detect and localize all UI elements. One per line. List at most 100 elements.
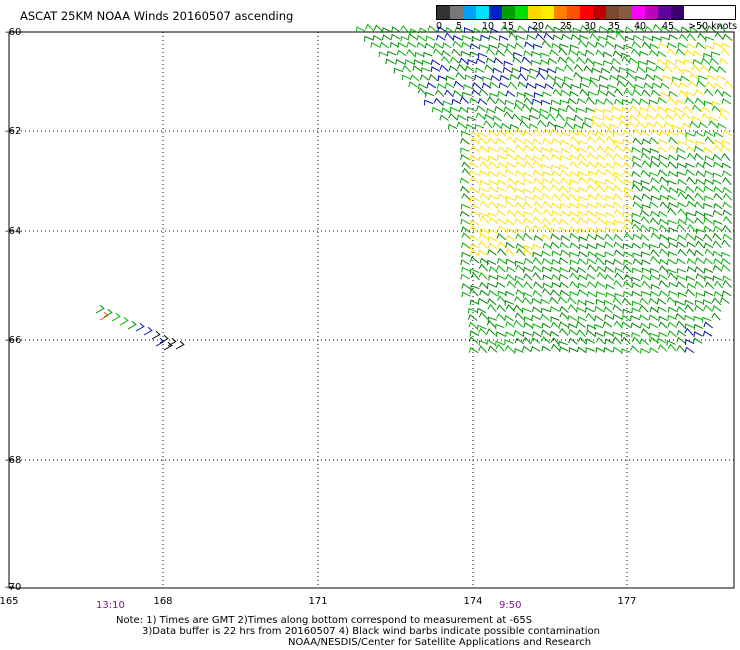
wind-barb	[612, 336, 622, 345]
wind-barb	[658, 280, 669, 288]
wind-barb	[471, 36, 481, 43]
longitude-labels: 165 168 171 174 177	[0, 596, 637, 607]
wind-barb	[478, 212, 489, 218]
wind-barb	[542, 217, 552, 225]
note-line-3: NOAA/NESDIS/Center for Satellite Applica…	[288, 637, 592, 648]
wind-barb	[587, 193, 597, 201]
wind-barb	[500, 122, 511, 130]
wind-barb	[532, 186, 543, 194]
wind-barb	[635, 75, 645, 82]
wind-barb	[631, 183, 641, 192]
wind-barb	[555, 124, 565, 131]
wind-barb	[693, 315, 703, 322]
wind-barb	[576, 56, 586, 65]
wind-barb	[521, 115, 531, 122]
wind-barb	[631, 267, 642, 274]
wind-barb	[653, 120, 664, 129]
wind-barb	[684, 314, 694, 321]
wind-barb	[704, 178, 714, 185]
wind-barb	[569, 44, 580, 51]
wind-barb	[626, 72, 636, 80]
wind-barb	[497, 295, 507, 304]
wind-barb	[551, 193, 562, 202]
wind-barb	[718, 112, 728, 121]
wind-barb	[604, 338, 615, 345]
wind-barb	[631, 41, 642, 49]
wind-barb	[655, 112, 665, 121]
wind-barb	[418, 27, 429, 34]
wind-barb	[721, 290, 732, 297]
wind-barb	[630, 97, 641, 106]
wind-barb	[655, 65, 665, 72]
wind-barb	[401, 65, 412, 73]
wind-barb	[610, 65, 620, 73]
wind-barb	[600, 67, 611, 74]
wind-barb	[552, 81, 562, 89]
wind-barb	[486, 96, 497, 105]
wind-barb	[704, 281, 715, 290]
wind-barb	[632, 233, 642, 240]
wind-barb	[694, 257, 705, 264]
wind-barb	[621, 331, 631, 338]
wind-barb	[523, 201, 533, 209]
wind-barb	[631, 276, 641, 283]
wind-barb	[613, 249, 624, 257]
wind-barb	[544, 24, 555, 32]
wind-barb	[532, 265, 542, 273]
wind-barb	[650, 255, 660, 264]
wind-barb	[576, 321, 586, 328]
wind-barb	[605, 184, 615, 192]
wind-barb	[677, 140, 687, 147]
wind-barb	[639, 106, 649, 113]
wind-barb	[391, 26, 401, 33]
wind-barb	[406, 49, 416, 58]
wind-barb	[431, 106, 442, 113]
wind-barb	[488, 161, 498, 169]
wind-barb	[498, 35, 509, 41]
wind-barb	[704, 100, 714, 107]
wind-barb	[475, 58, 486, 64]
wind-barb	[586, 161, 597, 169]
wind-barb	[480, 34, 490, 41]
wind-barb	[532, 159, 542, 168]
wind-barb	[632, 155, 642, 162]
wind-barb	[703, 321, 713, 329]
wind-barb	[400, 35, 410, 42]
wind-barb	[598, 25, 609, 32]
wind-barb	[622, 129, 633, 137]
wind-barb	[506, 177, 517, 186]
wind-barb	[586, 41, 596, 48]
wind-barb	[514, 99, 525, 106]
wind-barb	[497, 248, 507, 256]
wind-barb	[648, 314, 658, 321]
wind-barb	[703, 233, 713, 242]
wind-barb	[500, 25, 511, 34]
wind-barb	[577, 316, 587, 322]
wind-barb	[678, 89, 689, 98]
wind-barb	[684, 217, 695, 224]
wind-barb	[505, 153, 516, 160]
wind-barb	[605, 220, 615, 226]
wind-barb	[604, 227, 615, 233]
wind-barb	[541, 250, 551, 257]
wind-barb	[584, 49, 595, 56]
wind-barb	[433, 48, 443, 56]
wind-barb	[476, 307, 487, 314]
wind-barb	[540, 298, 550, 305]
wind-barb	[478, 339, 488, 346]
wind-barb	[609, 74, 619, 81]
wind-barb	[143, 326, 153, 336]
wind-barb	[642, 35, 652, 42]
wind-barb	[590, 76, 600, 83]
wind-barb	[542, 200, 552, 209]
wind-barb	[478, 240, 488, 249]
wind-barb	[613, 193, 623, 201]
wind-barb	[524, 41, 534, 48]
wind-barb	[175, 340, 185, 350]
wind-barb	[526, 34, 536, 41]
wind-barb	[577, 210, 587, 217]
wind-barb	[406, 41, 417, 48]
wind-barb	[531, 50, 541, 57]
wind-barb	[698, 75, 708, 81]
wind-barb	[613, 175, 624, 184]
